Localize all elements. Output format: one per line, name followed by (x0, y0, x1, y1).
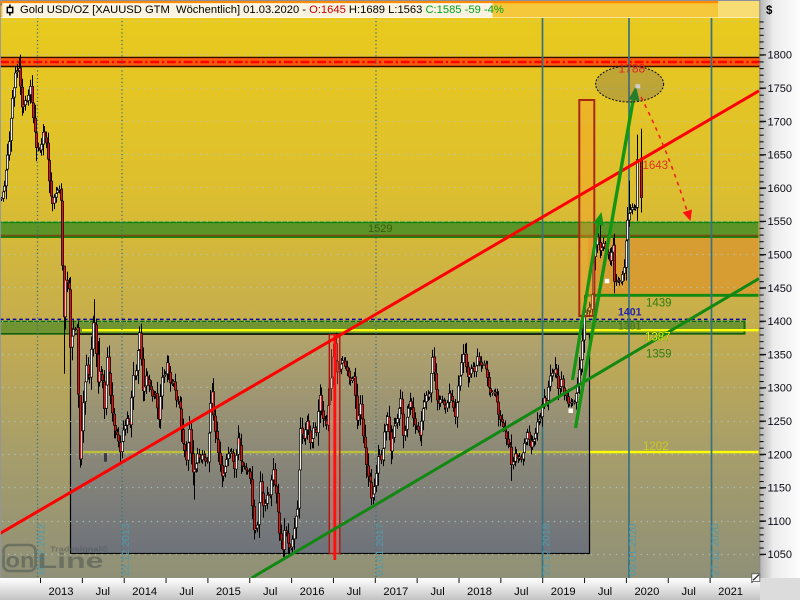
svg-text:1387: 1387 (645, 332, 671, 344)
svg-text:2013: 2013 (49, 586, 74, 598)
svg-text:1643: 1643 (643, 160, 669, 172)
svg-text:1700: 1700 (768, 116, 792, 128)
svg-text:1450: 1450 (768, 283, 792, 295)
svg-text:Gold USD/OZ [XAUUSD GTM Wöche: Gold USD/OZ [XAUUSD GTM Wöchentlich] 01.… (20, 4, 504, 16)
svg-text:Jul: Jul (598, 586, 612, 598)
svg-text:2020: 2020 (634, 586, 659, 598)
svg-text:22.12.2013: 22.12.2013 (120, 523, 132, 576)
svg-text:on: on (6, 550, 35, 573)
svg-text:1300: 1300 (768, 383, 792, 395)
svg-text:1600: 1600 (768, 183, 792, 195)
svg-text:1400: 1400 (768, 316, 792, 328)
svg-text:1439: 1439 (646, 298, 672, 310)
svg-text:1550: 1550 (768, 216, 792, 228)
svg-text:Tradesignal®: Tradesignal® (50, 545, 109, 554)
svg-text:1381: 1381 (618, 321, 642, 333)
svg-text:1650: 1650 (768, 150, 792, 162)
svg-text:2021: 2021 (718, 586, 743, 598)
svg-text:1050: 1050 (768, 549, 792, 561)
svg-text:1100: 1100 (768, 516, 792, 528)
svg-text:1150: 1150 (768, 483, 792, 495)
svg-text:1788: 1788 (619, 62, 646, 76)
svg-text:1500: 1500 (768, 250, 792, 262)
svg-text:27.12.2020: 27.12.2020 (710, 523, 722, 576)
svg-text:Jul: Jul (430, 586, 444, 598)
svg-text:23.12.2018: 23.12.2018 (541, 523, 553, 576)
svg-text:Jul: Jul (347, 586, 361, 598)
svg-text:Jul: Jul (96, 586, 110, 598)
svg-text:1350: 1350 (768, 349, 792, 361)
svg-text:2018: 2018 (467, 586, 492, 598)
svg-text:1401: 1401 (618, 307, 642, 319)
svg-text:1200: 1200 (768, 449, 792, 461)
svg-text:Jul: Jul (179, 586, 193, 598)
svg-text:16.12.2012: 16.12.2012 (36, 523, 48, 576)
svg-text:2016: 2016 (300, 586, 325, 598)
svg-text:05.01.2020: 05.01.2020 (627, 523, 639, 576)
svg-text:1359: 1359 (646, 349, 672, 361)
svg-text:2014: 2014 (132, 586, 157, 598)
svg-text:1529: 1529 (368, 223, 392, 235)
svg-text:Jul: Jul (514, 586, 528, 598)
svg-text:01.01.2017: 01.01.2017 (374, 523, 386, 576)
svg-text:1250: 1250 (768, 416, 792, 428)
svg-text:Jul: Jul (263, 586, 277, 598)
svg-text:2017: 2017 (383, 586, 408, 598)
svg-text:1202: 1202 (643, 441, 669, 453)
svg-text:1750: 1750 (768, 83, 792, 95)
svg-text:1800: 1800 (768, 50, 792, 62)
svg-text:$: $ (766, 5, 773, 17)
svg-text:Jul: Jul (682, 586, 696, 598)
svg-text:2015: 2015 (216, 586, 241, 598)
svg-text:Line: Line (38, 550, 104, 573)
svg-text:2019: 2019 (551, 586, 576, 598)
